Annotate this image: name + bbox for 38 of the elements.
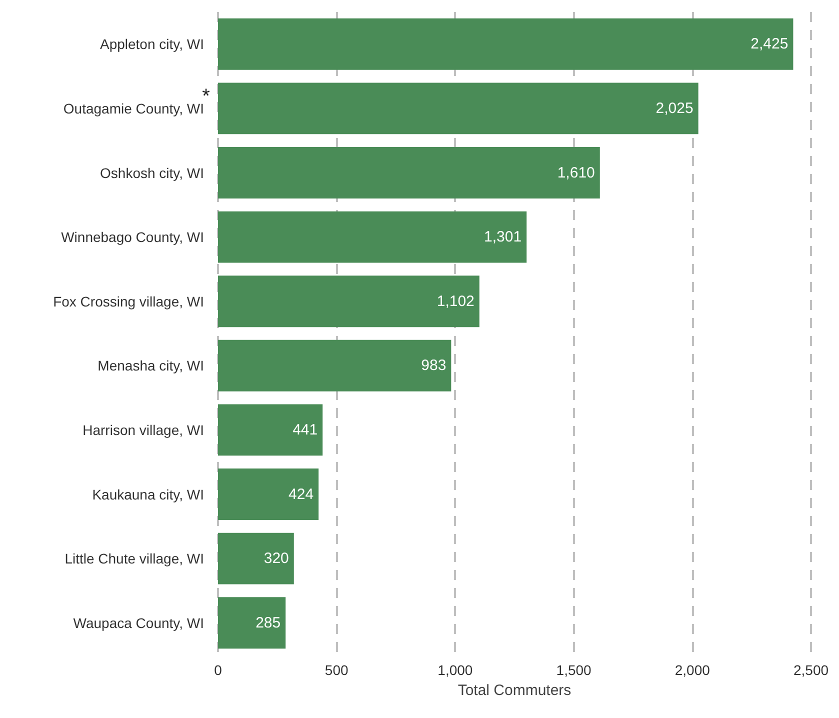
y-tick-label: Kaukauna city, WI [92,486,204,502]
y-tick-label: Fox Crossing village, WI [53,293,204,310]
data-label: 1,301 [484,228,522,246]
bar [218,340,452,392]
text: * [202,85,210,108]
bar [218,532,294,584]
data-label: 1,102 [436,292,474,310]
y-tick-label: Oshkosh city, WI [100,164,204,181]
y-tick-label: Little Chute village, WI [64,550,204,567]
bar [218,18,794,70]
y-tick-label: Winnebago County, WI [61,229,204,246]
data-label: 441 [292,421,318,438]
data-label: 1,610 [557,164,595,182]
x-tick-label: 1,500 [556,662,592,678]
data-label: 983 [421,357,446,374]
y-tick-label: Menasha city, WI [98,358,204,374]
bar [218,276,480,328]
data-label: 2,425 [750,36,788,53]
bar [218,597,286,649]
data-label: 2,025 [656,100,694,117]
x-tick-label: 2,000 [674,662,710,678]
data-label: 285 [256,614,281,632]
x-tick-label: 500 [324,662,348,678]
x-tick-label: 1,000 [438,662,473,678]
y-tick-label: Appleton city, WI [100,36,204,52]
x-axis-title: Total Commuters [458,682,572,699]
data-label: 320 [264,550,289,568]
bar [218,82,698,134]
y-tick-label: Outagamie County, WI [63,100,204,116]
bar [218,211,527,263]
bar [218,147,600,198]
y-tick-label: Waupaca County, WI [73,614,204,631]
bar [218,468,319,520]
x-tick-label: 2,500 [793,662,829,678]
y-tick-label: Harrison village, WI [82,422,204,438]
x-tick-label: 0 [214,662,222,678]
data-label: 424 [288,486,314,503]
bar [218,404,323,456]
